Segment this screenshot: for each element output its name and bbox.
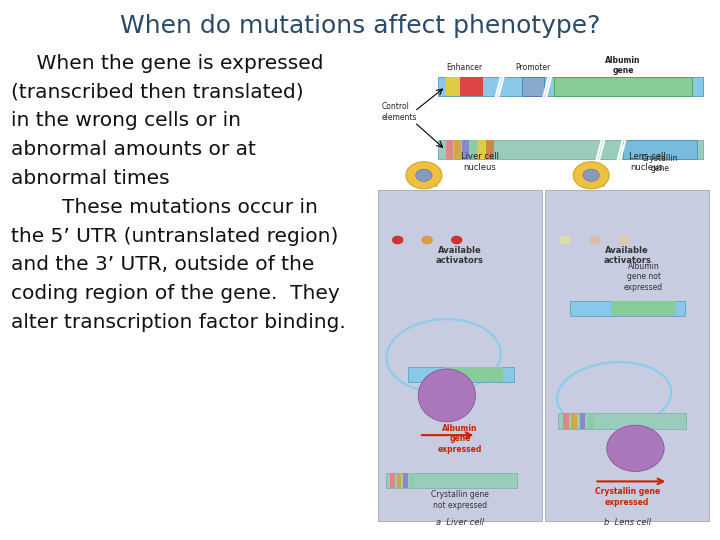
FancyBboxPatch shape [378, 16, 709, 521]
Ellipse shape [607, 425, 664, 471]
Circle shape [416, 169, 432, 181]
Text: Crystallin
gene: Crystallin gene [642, 154, 678, 173]
Bar [470, 140, 477, 159]
Ellipse shape [418, 369, 475, 422]
Circle shape [421, 235, 433, 244]
Text: b  Lens cell: b Lens cell [603, 518, 651, 528]
Bar [460, 77, 482, 96]
Bar [378, 191, 542, 521]
Bar [397, 472, 401, 488]
Bar [438, 140, 703, 159]
Bar [478, 140, 485, 159]
Text: Liver cell
nucleus: Liver cell nucleus [461, 152, 499, 172]
Bar [438, 77, 703, 96]
Bar [410, 472, 415, 488]
Bar [462, 140, 469, 159]
Text: Albumin
gene
expressed: Albumin gene expressed [438, 424, 482, 454]
Circle shape [451, 235, 462, 244]
Circle shape [559, 235, 571, 244]
Bar [570, 301, 685, 316]
Text: Control
elements: Control elements [382, 102, 417, 122]
Bar [523, 77, 544, 96]
Text: Crystallin gene
expressed: Crystallin gene expressed [595, 487, 660, 507]
Circle shape [573, 162, 609, 189]
Circle shape [583, 169, 599, 181]
Text: Albumin
gene not
expressed: Albumin gene not expressed [624, 262, 663, 292]
Bar [588, 413, 593, 429]
Circle shape [618, 235, 630, 244]
Text: a  Liver cell: a Liver cell [436, 518, 484, 528]
Text: When the gene is expressed
(transcribed then translated)
in the wrong cells or i: When the gene is expressed (transcribed … [11, 54, 346, 332]
Circle shape [406, 162, 442, 189]
Bar [446, 77, 460, 96]
Text: Albumin
gene: Albumin gene [606, 56, 641, 75]
Text: Available
activators: Available activators [603, 246, 651, 265]
Bar [563, 413, 569, 429]
Text: Lens cell
nucleus: Lens cell nucleus [629, 152, 665, 172]
Bar [487, 140, 494, 159]
Bar [445, 367, 503, 382]
Text: When do mutations affect phenotype?: When do mutations affect phenotype? [120, 14, 600, 37]
Bar [446, 140, 453, 159]
Text: Promoter: Promoter [516, 63, 551, 72]
Bar [554, 77, 692, 96]
Bar [559, 413, 686, 429]
Text: Enhancer: Enhancer [446, 63, 482, 72]
Bar [572, 413, 577, 429]
Bar [390, 472, 395, 488]
Bar [386, 472, 518, 488]
Bar [611, 301, 676, 316]
Bar [580, 413, 585, 429]
Text: Available
activators: Available activators [436, 246, 484, 265]
Bar [408, 367, 514, 382]
Bar [545, 191, 709, 521]
Text: Crystallin gene
not expressed: Crystallin gene not expressed [431, 490, 489, 510]
Bar [454, 140, 461, 159]
Circle shape [392, 235, 403, 244]
Bar [403, 472, 408, 488]
Bar [623, 140, 697, 159]
Circle shape [589, 235, 600, 244]
